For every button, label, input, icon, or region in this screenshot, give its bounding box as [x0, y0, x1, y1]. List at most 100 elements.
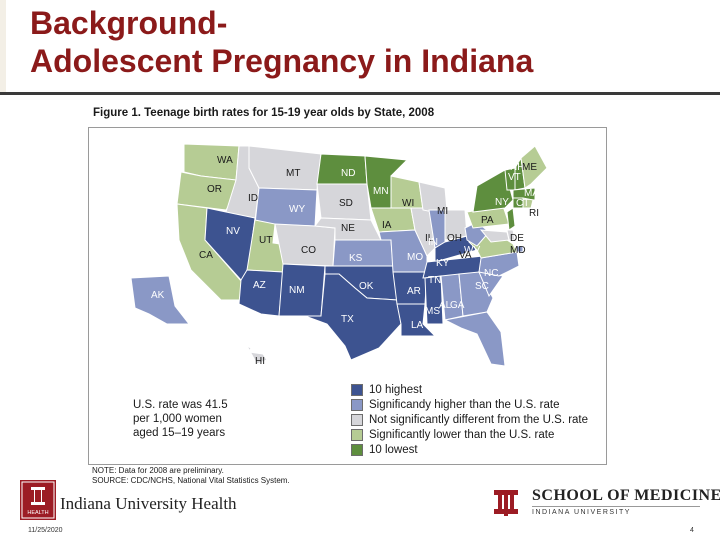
state-label-fl: FL — [459, 334, 471, 345]
state-label-ia: IA — [382, 220, 392, 231]
state-ny — [472, 169, 514, 213]
iu-health-badge-text: HEALTH — [27, 510, 48, 516]
legend-swatch-notsig — [351, 413, 363, 426]
state-label-nh: NH — [510, 162, 524, 173]
figure-caption: Figure 1. Teenage birth rates for 15-19 … — [93, 107, 435, 119]
state-label-nc: NC — [484, 268, 498, 279]
state-label-wy: WY — [289, 204, 305, 215]
figure-notes: NOTE: Data for 2008 are preliminary. SOU… — [92, 466, 290, 486]
state-ma — [512, 187, 536, 201]
slide-title: Background- Adolescent Pregnancy in Indi… — [30, 4, 710, 80]
state-label-sc: SC — [475, 281, 489, 292]
state-label-ut: UT — [259, 235, 272, 246]
legend-item: Significantly lower than the U.S. rate — [351, 428, 588, 443]
legend-label: Significandy higher than the U.S. rate — [369, 398, 560, 411]
rate-note-line: per 1,000 women — [133, 413, 222, 425]
legend-item: 10 lowest — [351, 443, 588, 458]
state-label-nd: ND — [341, 168, 355, 179]
note-line: NOTE: Data for 2008 are preliminary. — [92, 466, 224, 475]
state-ia — [370, 207, 416, 233]
state-label-ct: CT — [516, 198, 529, 209]
state-label-wi: WI — [402, 198, 414, 209]
state-label-dc: DC — [532, 256, 546, 267]
state-label-ri: RI — [529, 208, 539, 219]
state-mt — [248, 145, 322, 191]
state-md — [479, 229, 510, 243]
state-label-nj: NJ — [514, 224, 526, 235]
slide-date: 11/25/2020 — [28, 527, 63, 534]
state-tx — [304, 273, 402, 361]
state-wy — [254, 187, 318, 227]
state-me — [520, 145, 548, 189]
state-label-id: ID — [248, 193, 258, 204]
state-label-in: IN — [428, 237, 438, 248]
state-nj — [506, 207, 516, 231]
state-label-ny: NY — [495, 197, 509, 208]
state-ri — [522, 197, 534, 209]
state-label-al: AL — [439, 300, 452, 311]
state-fl — [443, 311, 506, 367]
state-label-sd: SD — [339, 198, 353, 209]
title-divider — [0, 92, 720, 95]
map-legend: 10 highest Significandy higher than the … — [351, 382, 588, 458]
iu-health-name: Indiana University Health — [60, 494, 237, 513]
state-label-az: AZ — [253, 280, 266, 291]
state-label-ok: OK — [359, 281, 374, 292]
state-label-md: MD — [510, 245, 526, 256]
legend-swatch-highest — [351, 383, 363, 396]
legend-label: 10 lowest — [369, 444, 418, 457]
state-label-mn: MN — [373, 186, 389, 197]
state-label-la: LA — [411, 320, 424, 331]
state-label-ak: AK — [151, 290, 165, 301]
state-label-ma: MA — [524, 188, 539, 199]
state-label-mt: MT — [286, 168, 300, 179]
state-ms — [424, 275, 444, 325]
state-label-mo: MO — [407, 252, 423, 263]
us-rate-note: U.S. rate was 41.5 per 1,000 women aged … — [133, 398, 228, 440]
rate-note-line: U.S. rate was 41.5 — [133, 399, 228, 411]
state-label-ky: KY — [436, 258, 450, 269]
state-label-ms: MS — [425, 306, 440, 317]
state-label-ne: NE — [341, 223, 355, 234]
map-figure: WA OR CA ID NV MT WY UT CO AZ NM ND SD NE KS OK TX MN IA MO… — [88, 127, 607, 465]
slide-title-line-2: Adolescent Pregnancy in Indiana — [30, 43, 534, 79]
legend-label: Significantly lower than the U.S. rate — [369, 429, 555, 442]
state-label-me: ME — [522, 162, 537, 173]
state-label-il: IL — [425, 233, 434, 244]
labels-layer: WA OR CA ID NV MT WY UT CO AZ NM ND SD NE KS OK TX MN IA MO… — [151, 155, 546, 367]
school-divider — [532, 506, 700, 507]
state-label-pa: PA — [481, 215, 494, 226]
iu-health-logo-icon: HEALTH — [20, 480, 56, 520]
state-label-wa: WA — [217, 155, 233, 166]
slide-title-line-1: Background- — [30, 5, 228, 41]
us-map: WA OR CA ID NV MT WY UT CO AZ NM ND SD NE KS OK TX MN IA MO… — [130, 143, 548, 367]
state-label-ga: GA — [450, 300, 465, 311]
iu-trident-icon — [489, 487, 523, 524]
legend-swatch-lowest — [351, 444, 363, 457]
state-ks — [332, 239, 394, 267]
state-hi — [245, 344, 268, 365]
state-label-nv: NV — [226, 226, 240, 237]
state-label-co: CO — [301, 245, 316, 256]
legend-item: Not significantly different from the U.S… — [351, 412, 588, 427]
title-accent — [0, 0, 6, 92]
state-label-or: OR — [207, 184, 222, 195]
state-label-hi: HI — [255, 356, 265, 367]
legend-item: 10 highest — [351, 382, 588, 397]
legend-label: Not significantly different from the U.S… — [369, 413, 589, 426]
state-dc — [516, 245, 524, 253]
state-az — [238, 269, 284, 317]
states-layer — [130, 143, 548, 367]
state-label-ar: AR — [407, 286, 421, 297]
state-label-ks: KS — [349, 253, 363, 264]
legend-swatch-higher — [351, 398, 363, 411]
state-label-wv: WV — [464, 245, 480, 256]
school-subtitle: INDIANA UNIVERSITY — [532, 509, 631, 516]
state-label-de: DE — [510, 233, 524, 244]
state-ak — [130, 275, 191, 325]
legend-swatch-lower — [351, 429, 363, 442]
slide-page-number: 4 — [690, 527, 694, 534]
school-of-medicine-name: SCHOOL OF MEDICINE — [532, 487, 720, 504]
state-label-nm: NM — [289, 285, 305, 296]
state-la — [396, 303, 437, 337]
